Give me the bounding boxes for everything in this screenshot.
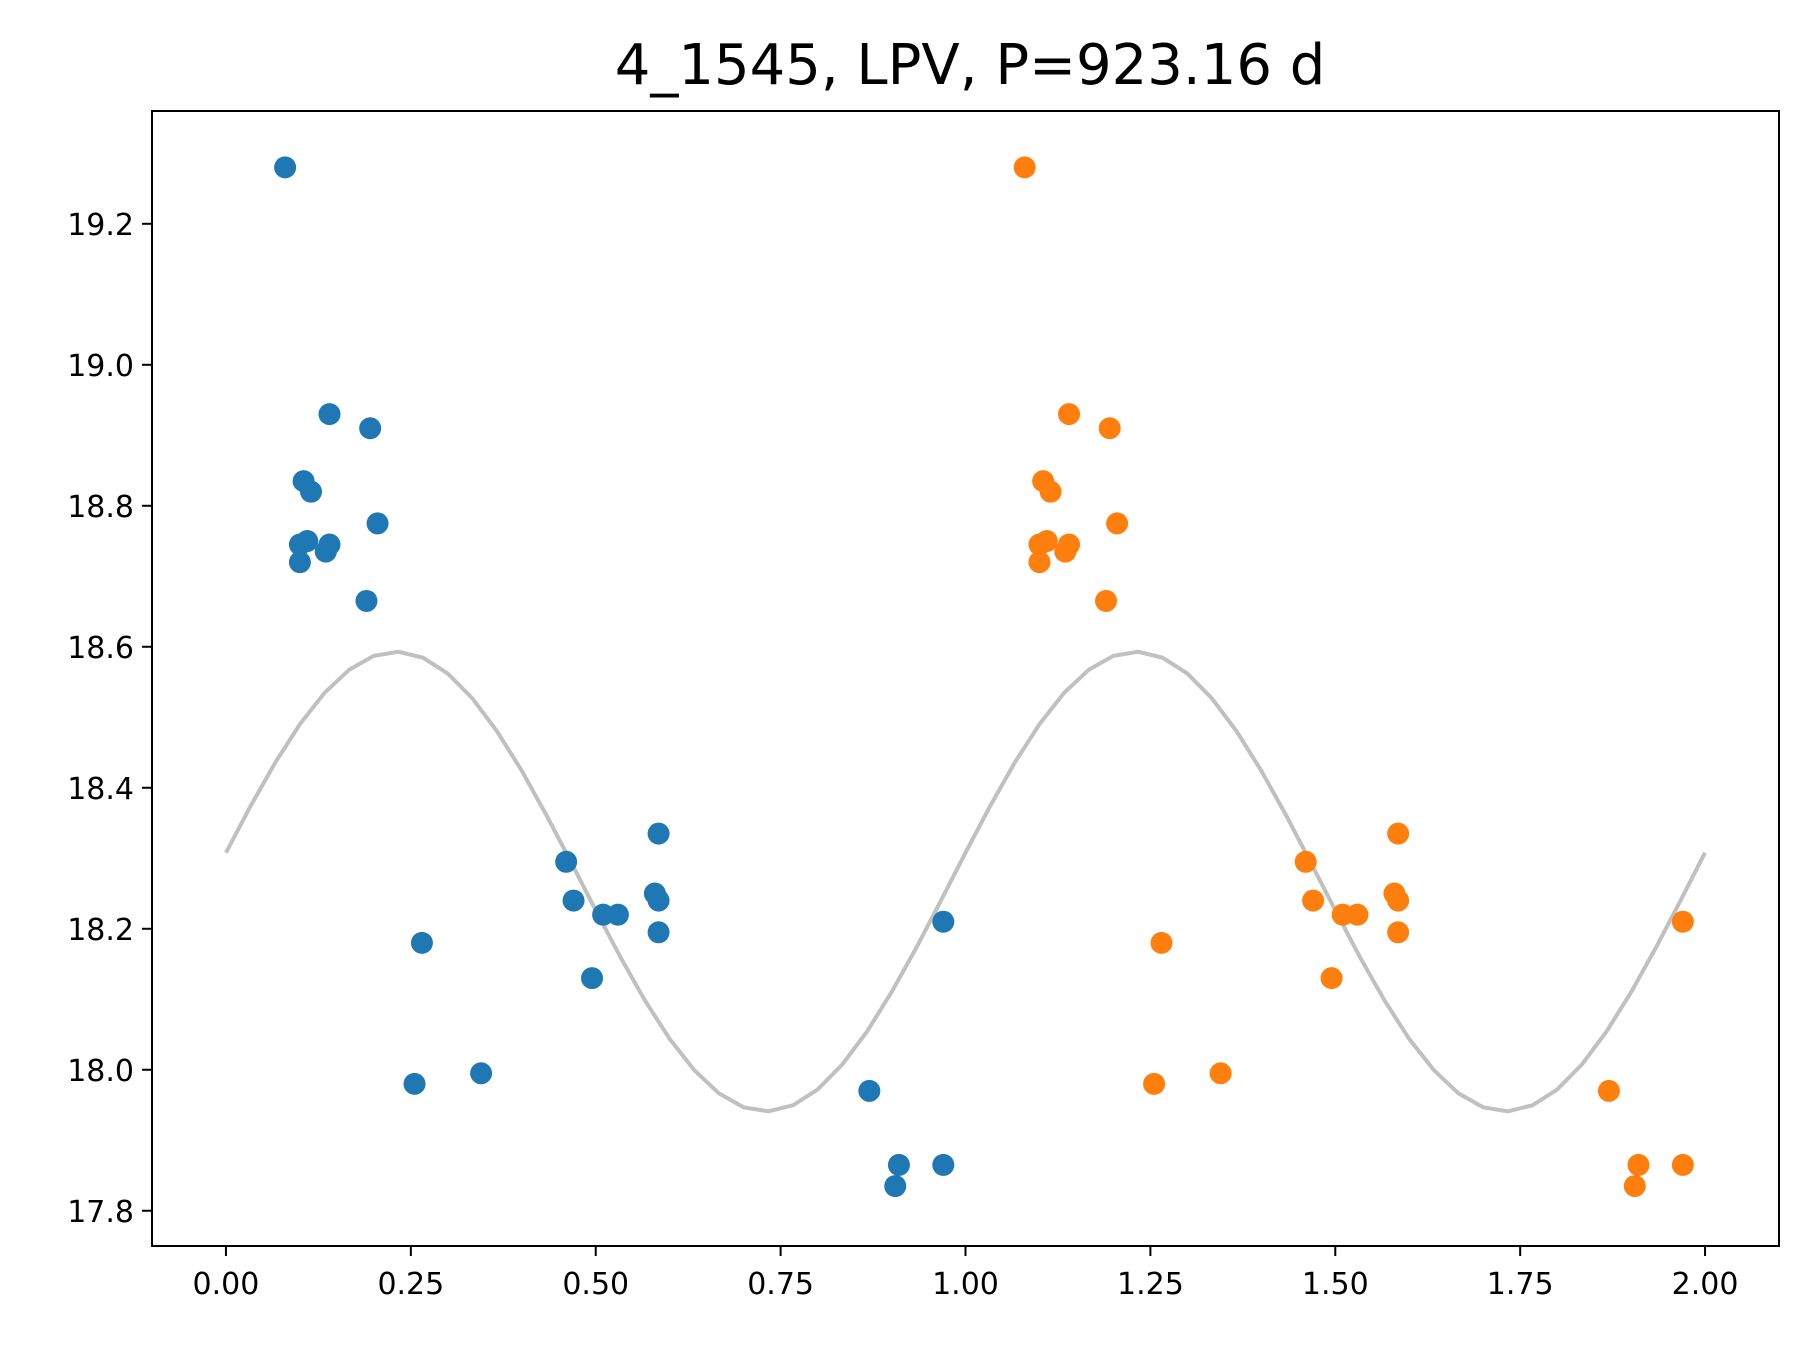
x-tick-label: 0.50 [562,1267,629,1302]
data-point-phase-2 [1627,1153,1650,1176]
axes-frame [151,110,1780,1247]
data-point-phase-1 [296,530,319,553]
y-tick-label: 19.0 [67,349,134,384]
y-tick-label: 18.8 [67,490,134,525]
data-point-phase-2 [1106,512,1129,535]
data-point-phase-1 [318,533,341,556]
data-point-phase-2 [1039,480,1062,503]
data-point-phase-1 [932,1153,955,1176]
data-point-phase-1 [359,417,382,440]
x-tick-label: 2.00 [1672,1267,1739,1302]
x-tick-label: 0.75 [747,1267,814,1302]
data-point-phase-2 [1098,417,1121,440]
data-point-phase-1 [410,931,433,954]
x-tick-label: 1.75 [1487,1267,1554,1302]
x-tick-label: 0.25 [377,1267,444,1302]
data-point-phase-1 [366,512,389,535]
data-point-phase-2 [1320,967,1343,990]
data-point-phase-1 [562,889,585,912]
data-point-phase-2 [1387,921,1410,944]
data-point-phase-1 [300,480,323,503]
data-point-phase-1 [288,551,311,574]
x-tick-label: 1.25 [1117,1267,1184,1302]
model-curve-line [224,649,1707,1114]
x-axis-ticks: 0.00 0.25 0.50 0.75 1.00 1.25 1.50 1.75 2.00 [193,1246,1739,1302]
x-tick-label: 0.00 [193,1267,260,1302]
data-point-phase-2 [1013,156,1036,179]
plot-area [224,156,1707,1198]
chart-title: 4_1545, LPV, P=923.16 d [615,33,1326,98]
y-tick-label: 18.6 [67,631,134,666]
data-point-phase-1 [318,403,341,426]
data-point-phase-1 [355,589,378,612]
data-point-phase-2 [1058,533,1081,556]
data-point-phase-1 [647,921,670,944]
data-point-phase-1 [470,1062,493,1085]
data-point-phase-1 [581,967,604,990]
y-tick-label: 17.8 [67,1195,134,1230]
data-point-phase-2 [1597,1079,1620,1102]
data-point-phase-2 [1209,1062,1232,1085]
data-point-phase-1 [887,1153,910,1176]
data-point-phase-1 [858,1079,881,1102]
data-point-phase-1 [606,903,629,926]
data-point-phase-2 [1387,822,1410,845]
data-point-phase-2 [1150,931,1173,954]
data-point-phase-2 [1095,589,1118,612]
data-point-phase-2 [1302,889,1325,912]
x-tick-label: 1.00 [932,1267,999,1302]
data-point-phase-2 [1387,889,1410,912]
data-point-phase-2 [1294,850,1317,873]
data-point-phase-2 [1035,530,1058,553]
data-point-phase-1 [555,850,578,873]
y-tick-label: 19.2 [67,208,134,243]
data-point-phase-2 [1028,551,1051,574]
data-point-phase-2 [1143,1072,1166,1095]
data-point-phase-2 [1346,903,1369,926]
y-tick-label: 18.0 [67,1054,134,1089]
data-point-phase-1 [932,910,955,933]
data-point-phase-1 [274,156,297,179]
data-point-phase-2 [1671,1153,1694,1176]
x-tick-label: 1.50 [1302,1267,1369,1302]
data-point-phase-1 [884,1175,907,1198]
y-tick-label: 18.4 [67,772,134,807]
data-point-phase-2 [1058,403,1081,426]
y-tick-label: 18.2 [67,913,134,948]
data-point-phase-1 [647,889,670,912]
data-point-phase-2 [1671,910,1694,933]
y-axis-ticks: 17.8 18.0 18.2 18.4 18.6 18.8 19.0 19.2 [67,208,152,1230]
data-point-phase-1 [403,1072,426,1095]
data-point-phase-2 [1623,1175,1646,1198]
data-point-phase-1 [647,822,670,845]
